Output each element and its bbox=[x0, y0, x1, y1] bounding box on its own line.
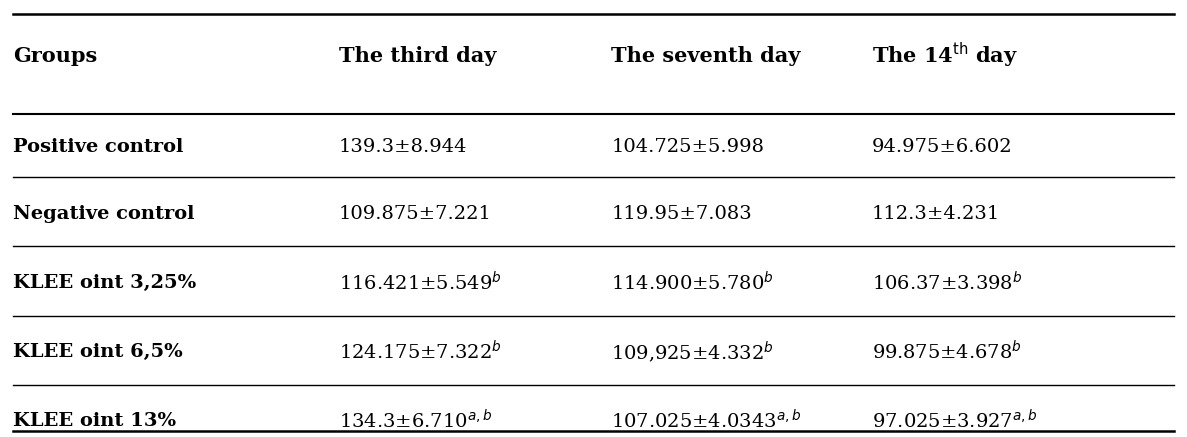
Text: 109.875±7.221: 109.875±7.221 bbox=[339, 205, 491, 223]
Text: KLEE oint 13%: KLEE oint 13% bbox=[13, 412, 177, 430]
Text: 119.95±7.083: 119.95±7.083 bbox=[611, 205, 753, 223]
Text: The 14$^{\mathrm{th}}$ day: The 14$^{\mathrm{th}}$ day bbox=[871, 41, 1018, 70]
Text: 124.175±7.322$^{b}$: 124.175±7.322$^{b}$ bbox=[339, 340, 502, 364]
Text: 107.025±4.0343$^{a,b}$: 107.025±4.0343$^{a,b}$ bbox=[611, 409, 802, 432]
Text: KLEE oint 3,25%: KLEE oint 3,25% bbox=[13, 274, 197, 292]
Text: Positive control: Positive control bbox=[13, 138, 184, 156]
Text: 114.900±5.780$^{b}$: 114.900±5.780$^{b}$ bbox=[611, 272, 774, 295]
Text: 134.3±6.710$^{a,b}$: 134.3±6.710$^{a,b}$ bbox=[339, 409, 493, 432]
Text: 106.37±3.398$^{b}$: 106.37±3.398$^{b}$ bbox=[871, 272, 1022, 295]
Text: Groups: Groups bbox=[13, 45, 97, 66]
Text: 139.3±8.944: 139.3±8.944 bbox=[339, 138, 468, 156]
Text: The seventh day: The seventh day bbox=[611, 45, 801, 66]
Text: 109,925±4.332$^{b}$: 109,925±4.332$^{b}$ bbox=[611, 339, 774, 364]
Text: KLEE oint 6,5%: KLEE oint 6,5% bbox=[13, 343, 183, 361]
Text: 97.025±3.927$^{a,b}$: 97.025±3.927$^{a,b}$ bbox=[871, 409, 1037, 432]
Text: 116.421±5.549$^{b}$: 116.421±5.549$^{b}$ bbox=[339, 272, 502, 295]
Text: 94.975±6.602: 94.975±6.602 bbox=[871, 138, 1013, 156]
Text: 99.875±4.678$^{b}$: 99.875±4.678$^{b}$ bbox=[871, 340, 1022, 364]
Text: 104.725±5.998: 104.725±5.998 bbox=[611, 138, 764, 156]
Text: Negative control: Negative control bbox=[13, 205, 195, 223]
Text: 112.3±4.231: 112.3±4.231 bbox=[871, 205, 999, 223]
Text: The third day: The third day bbox=[339, 45, 496, 66]
